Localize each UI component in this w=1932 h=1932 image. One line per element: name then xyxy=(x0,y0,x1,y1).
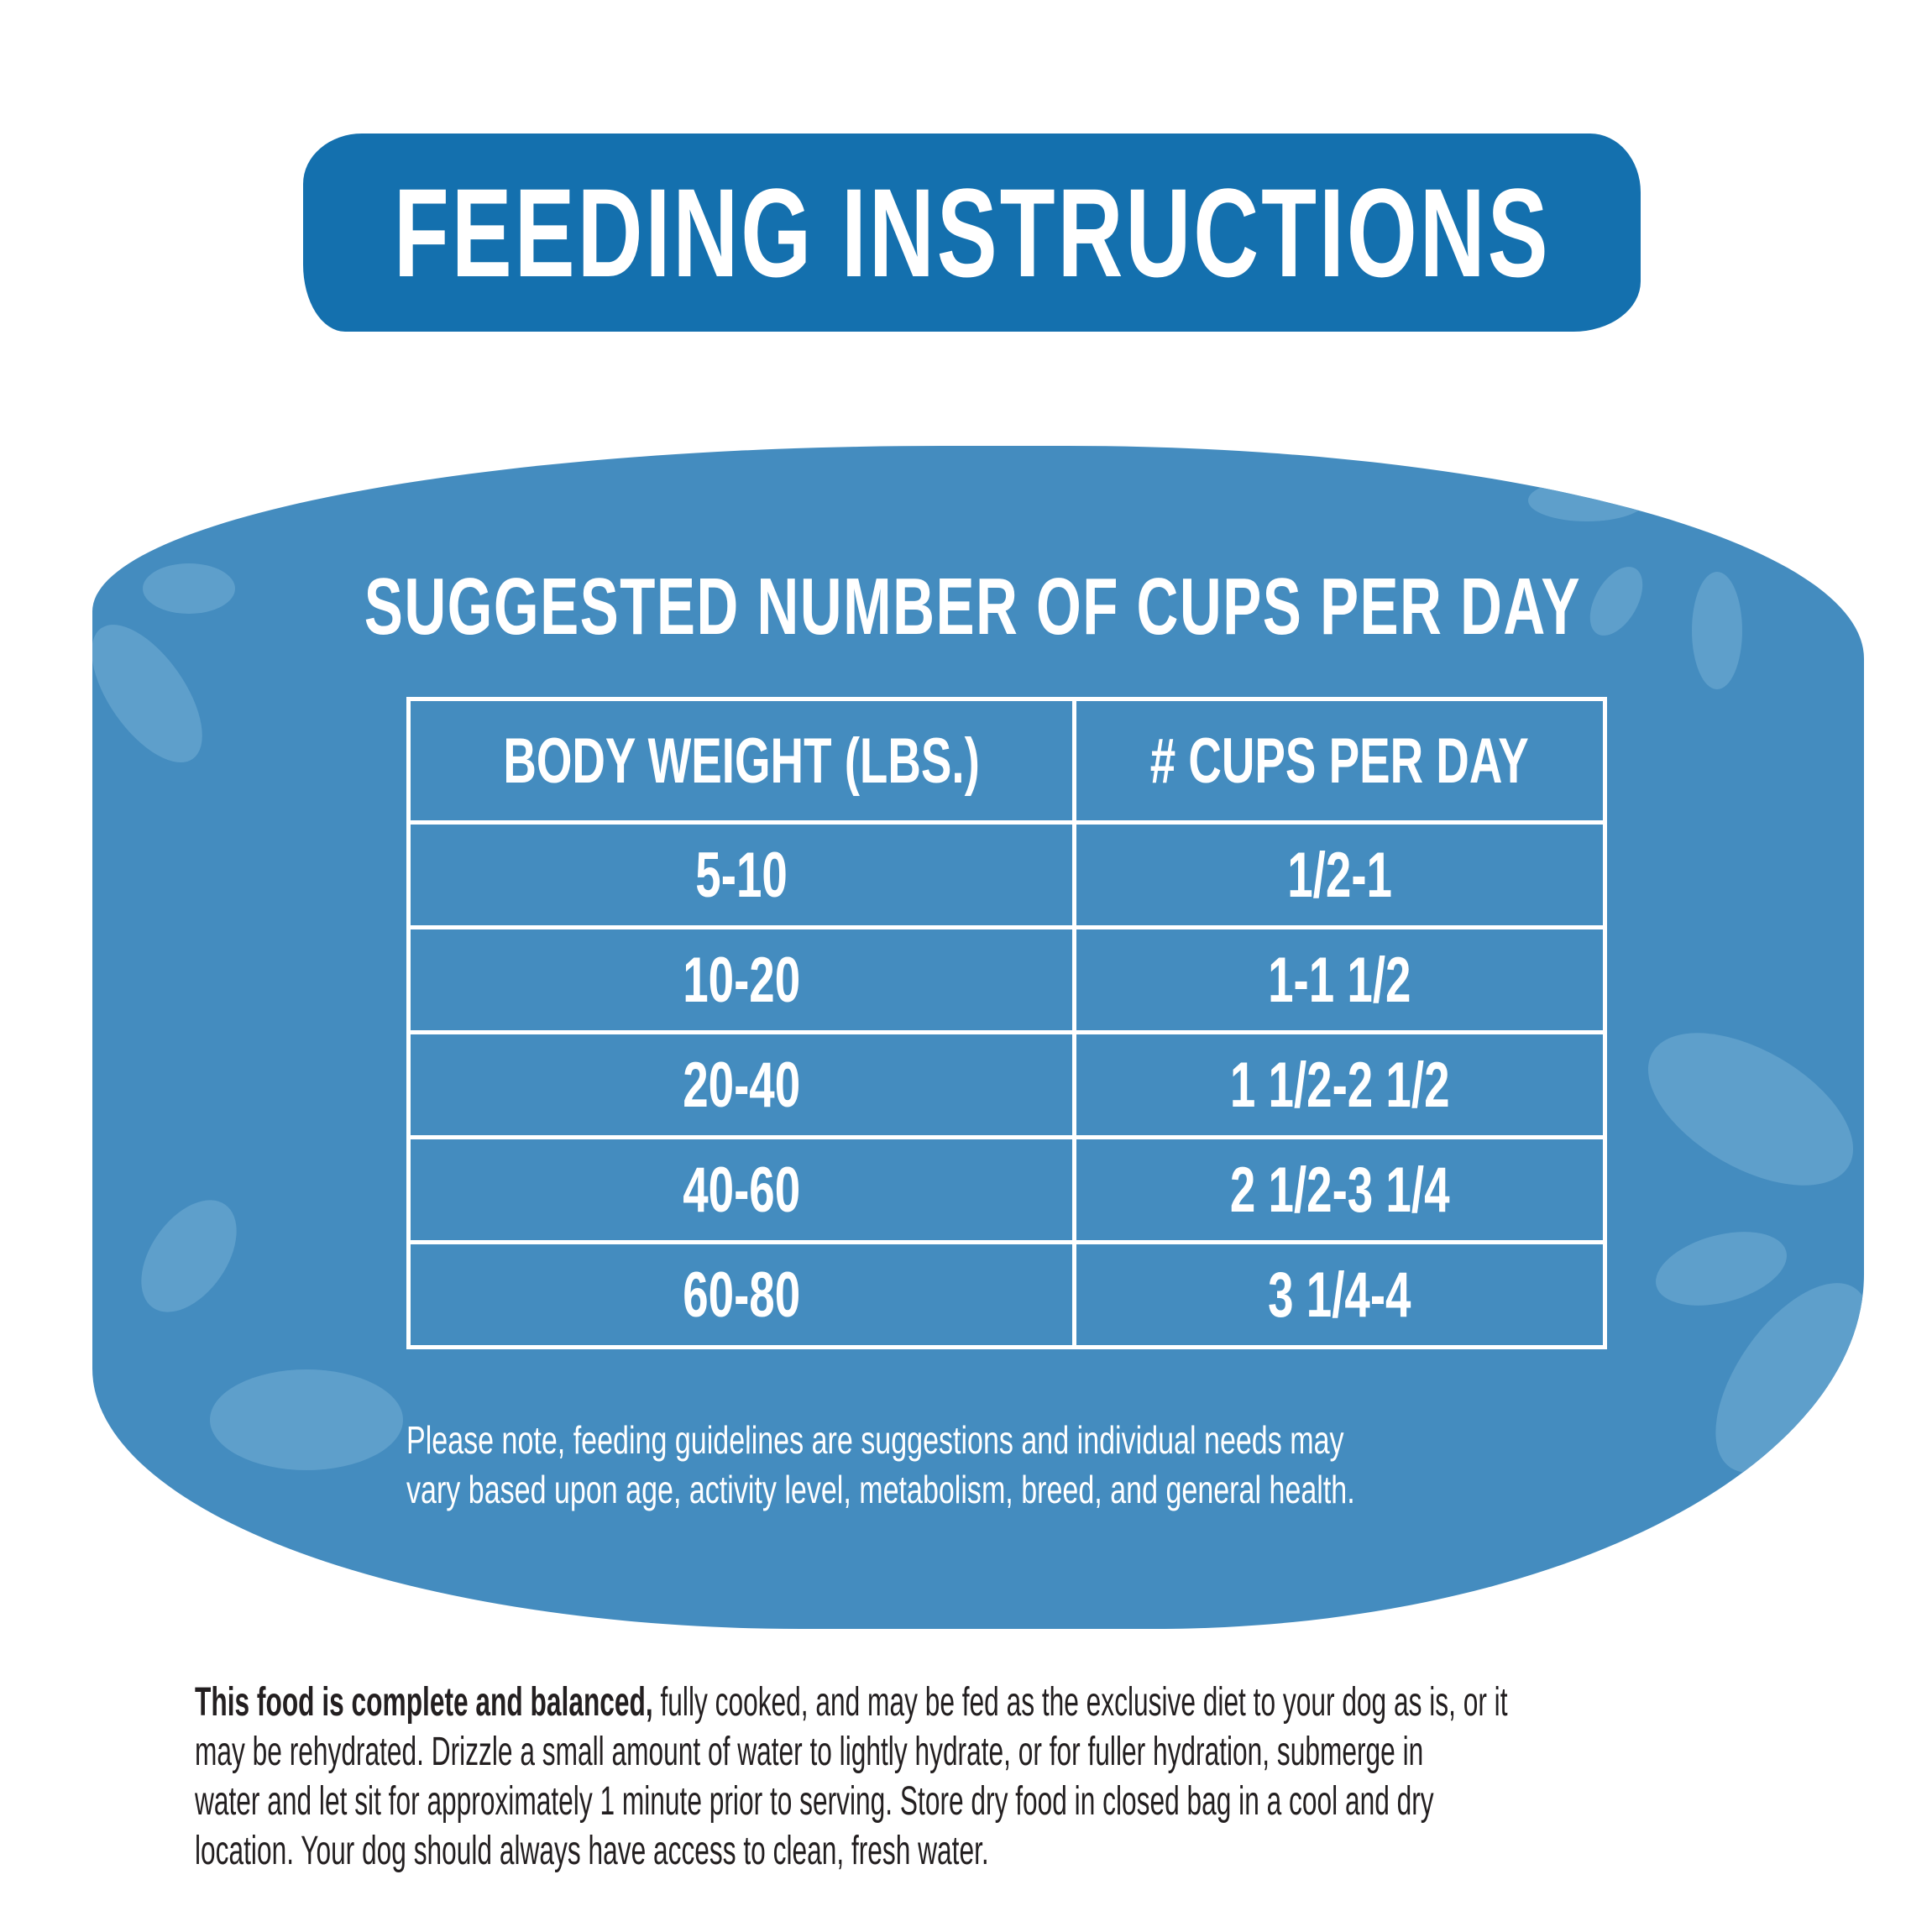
cell-text: 3 1/4-4 xyxy=(1268,1259,1411,1331)
weight-cell: 40-60 xyxy=(406,1135,1077,1244)
weight-cell: 5-10 xyxy=(406,820,1077,929)
bold-lead: This food is complete and balanced, xyxy=(195,1680,653,1725)
decorative-spot xyxy=(92,606,224,781)
header-body-weight: BODY WEIGHT (LBS.) xyxy=(406,697,1077,825)
feeding-note: Please note, feeding guidelines are sugg… xyxy=(406,1416,1582,1515)
cell-text: 5-10 xyxy=(695,839,788,911)
table-row: 40-60 2 1/2-3 1/4 xyxy=(406,1135,1607,1244)
decorative-spot xyxy=(1623,1001,1864,1217)
note-line: Please note, feeding guidelines are sugg… xyxy=(406,1418,1344,1462)
decorative-spot xyxy=(143,563,235,614)
paragraph-line: water and let sit for approximately 1 mi… xyxy=(195,1779,1434,1824)
cell-text: 60-80 xyxy=(683,1259,801,1331)
note-line: vary based upon age, activity level, met… xyxy=(406,1468,1355,1511)
cups-cell: 2 1/2-3 1/4 xyxy=(1072,1135,1607,1244)
cups-cell: 1-1 1/2 xyxy=(1072,925,1607,1034)
cell-text: 2 1/2-3 1/4 xyxy=(1229,1154,1450,1226)
cell-text: 40-60 xyxy=(683,1154,801,1226)
cups-cell: 1 1/2-2 1/2 xyxy=(1072,1030,1607,1139)
cell-text: 20-40 xyxy=(683,1049,801,1121)
weight-cell: 60-80 xyxy=(406,1240,1077,1349)
subtitle-text: SUGGESTED NUMBER OF CUPS PER DAY xyxy=(364,562,1581,652)
weight-cell: 10-20 xyxy=(406,925,1077,1034)
decorative-spot xyxy=(1579,558,1654,645)
feeding-table: BODY WEIGHT (LBS.) # CUPS PER DAY 5-10 1… xyxy=(406,697,1607,1349)
paragraph-line: location. Your dog should always have ac… xyxy=(195,1829,989,1873)
table-row: 60-80 3 1/4-4 xyxy=(406,1240,1607,1349)
decorative-spot xyxy=(1647,1218,1795,1319)
cell-text: 1 1/2-2 1/2 xyxy=(1229,1049,1450,1121)
paragraph-text: fully cooked, and may be fed as the excl… xyxy=(652,1680,1508,1725)
table-header-row: BODY WEIGHT (LBS.) # CUPS PER DAY xyxy=(406,697,1607,825)
title-banner: FEEDING INSTRUCTIONS xyxy=(303,134,1641,332)
header-text: BODY WEIGHT (LBS.) xyxy=(503,725,980,797)
weight-cell: 20-40 xyxy=(406,1030,1077,1139)
decorative-spot xyxy=(1692,572,1742,689)
paragraph-line: may be rehydrated. Drizzle a small amoun… xyxy=(195,1730,1424,1774)
description-paragraph: This food is complete and balanced, full… xyxy=(195,1678,1874,1876)
header-text: # CUPS PER DAY xyxy=(1149,725,1529,797)
cell-text: 1/2-1 xyxy=(1287,839,1392,911)
table-row: 10-20 1-1 1/2 xyxy=(406,925,1607,1034)
subtitle: SUGGESTED NUMBER OF CUPS PER DAY xyxy=(364,561,1579,653)
decorative-spot xyxy=(210,1369,403,1470)
table-row: 5-10 1/2-1 xyxy=(406,820,1607,929)
cell-text: 1-1 1/2 xyxy=(1268,944,1411,1016)
page-title: FEEDING INSTRUCTIONS xyxy=(393,161,1551,303)
header-cups-per-day: # CUPS PER DAY xyxy=(1072,697,1607,825)
paragraph-line: This food is complete and balanced, full… xyxy=(195,1678,1508,1727)
table-row: 20-40 1 1/2-2 1/2 xyxy=(406,1030,1607,1139)
decorative-spot xyxy=(1528,479,1646,521)
cups-cell: 1/2-1 xyxy=(1072,820,1607,929)
cell-text: 10-20 xyxy=(683,944,801,1016)
cups-cell: 3 1/4-4 xyxy=(1072,1240,1607,1349)
decorative-spot xyxy=(122,1182,256,1330)
